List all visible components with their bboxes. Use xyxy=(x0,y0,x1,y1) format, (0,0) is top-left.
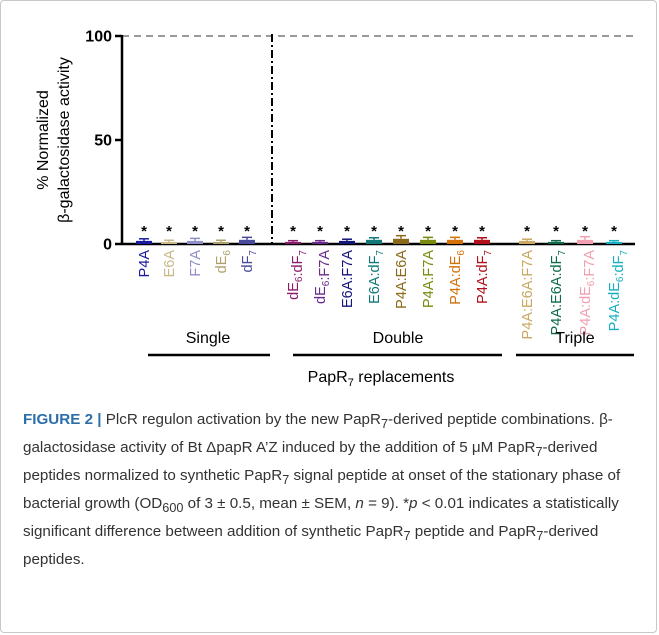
significance-marker: * xyxy=(141,223,147,240)
caption-text: peptide and PapR xyxy=(410,523,537,541)
bar xyxy=(393,238,409,244)
caption-sub: 7 xyxy=(403,529,411,544)
significance-marker: * xyxy=(611,223,617,240)
y-axis-label: % Normalized β-galactosidase activity xyxy=(35,57,73,223)
significance-marker: * xyxy=(553,223,559,240)
x-tick-label: P4A:E6A:dF7 xyxy=(549,250,568,336)
x-tick-label: E6A:F7A xyxy=(340,250,356,308)
x-tick-label: dE6:F7A xyxy=(313,250,333,304)
group-label: Single xyxy=(186,330,231,347)
caption-separator: | xyxy=(93,411,106,428)
caption-sub: 7 xyxy=(535,445,543,460)
bar xyxy=(548,241,564,244)
bar xyxy=(447,239,463,244)
caption-sub: 7 xyxy=(282,473,290,488)
x-tick-label: P4A:E6A:F7A xyxy=(520,250,536,340)
caption-text: PlcR regulon activation by the new PapR xyxy=(105,411,381,428)
significance-marker: * xyxy=(398,223,404,240)
bar-chart: % Normalized β-galactosidase activity 0 5… xyxy=(35,29,635,389)
x-tick-label: dE6 xyxy=(214,250,233,274)
caption-text: of 3 ± 0.5, mean ± SEM, xyxy=(183,495,356,513)
bar xyxy=(577,239,593,244)
bar xyxy=(161,241,177,244)
figure-caption: FIGURE 2 | PlcR regulon activation by th… xyxy=(23,408,635,571)
bar xyxy=(285,241,301,244)
bar xyxy=(366,239,382,244)
caption-italic: n xyxy=(355,495,364,513)
x-axis-label-sub: 7 xyxy=(348,377,354,389)
bar xyxy=(187,240,203,244)
x-tick-label: P4A:F7A xyxy=(421,250,437,308)
x-tick-label: dE6:dF7 xyxy=(286,250,309,300)
significance-marker: * xyxy=(344,223,350,240)
caption-text: < 0.01 indicates a statistically signifi… xyxy=(23,495,619,541)
figure-label: FIGURE 2 xyxy=(23,411,94,428)
x-axis-label-prefix: PapR xyxy=(308,369,348,386)
y-tick-label: 0 xyxy=(103,237,112,254)
x-tick-label: P4A xyxy=(137,250,153,278)
significance-marker: * xyxy=(192,223,198,240)
y-axis-label-line1: % Normalized xyxy=(35,90,52,190)
significance-marker: * xyxy=(371,223,377,240)
bar xyxy=(136,240,152,244)
caption-sub: 7 xyxy=(380,417,389,432)
x-tick-label: F7A xyxy=(188,250,204,277)
significance-marker: * xyxy=(166,223,172,240)
group-label: Triple xyxy=(555,330,595,347)
significance-marker: * xyxy=(218,223,224,240)
x-tick-label: dF7 xyxy=(240,250,259,273)
caption-sub: 600 xyxy=(162,501,184,516)
caption-sub: 7 xyxy=(536,529,544,544)
bar xyxy=(474,239,490,244)
significance-marker: * xyxy=(244,223,250,240)
axes: 0 50 100 xyxy=(85,29,635,254)
bar xyxy=(239,239,255,244)
significance-marker: * xyxy=(317,223,323,240)
significance-marker: * xyxy=(479,223,485,240)
caption-text: signal peptide at onset of the stationar… xyxy=(23,467,621,513)
x-tick-label: P4A:dF7 xyxy=(475,250,494,304)
bar xyxy=(420,239,436,244)
y-tick-label: 100 xyxy=(85,29,112,46)
caption-text: -derived peptides normalized to syntheti… xyxy=(23,439,598,485)
x-tick-label: P4A:E6A xyxy=(394,250,410,309)
group-label: Double xyxy=(373,330,424,347)
caption-text: -derived peptides. xyxy=(23,523,599,569)
significance-marker: * xyxy=(425,223,431,240)
bar xyxy=(312,241,328,244)
x-tick-label: P4A:dE6:F7A xyxy=(578,250,598,336)
significance-marker: * xyxy=(582,223,588,240)
x-tick-label: E6A xyxy=(162,250,178,278)
x-tick-label: P4A:dE6 xyxy=(448,250,467,305)
x-tick-label: P4A:dE6:dF7 xyxy=(607,250,630,332)
bars: * * * * * * * * * * * * * * * * * xyxy=(136,223,622,244)
x-axis-label: PapR7 replacements xyxy=(308,369,455,389)
x-tick-label: E6A:dF7 xyxy=(367,250,386,304)
caption-italic: p xyxy=(409,495,418,513)
caption-text: -derived peptide combinations. β-galacto… xyxy=(23,411,613,457)
bar xyxy=(519,240,535,244)
significance-marker: * xyxy=(524,223,530,240)
caption-text: = 9). * xyxy=(363,495,410,513)
y-tick-label: 50 xyxy=(94,133,112,150)
group-labels: Single Double Triple xyxy=(148,330,634,357)
bar xyxy=(213,241,229,244)
bar xyxy=(339,240,355,244)
significance-marker: * xyxy=(290,223,296,240)
y-axis-label-line2: β-galactosidase activity xyxy=(56,57,73,223)
x-axis-label-suffix: replacements xyxy=(354,369,455,386)
bar xyxy=(606,241,622,244)
significance-marker: * xyxy=(452,223,458,240)
